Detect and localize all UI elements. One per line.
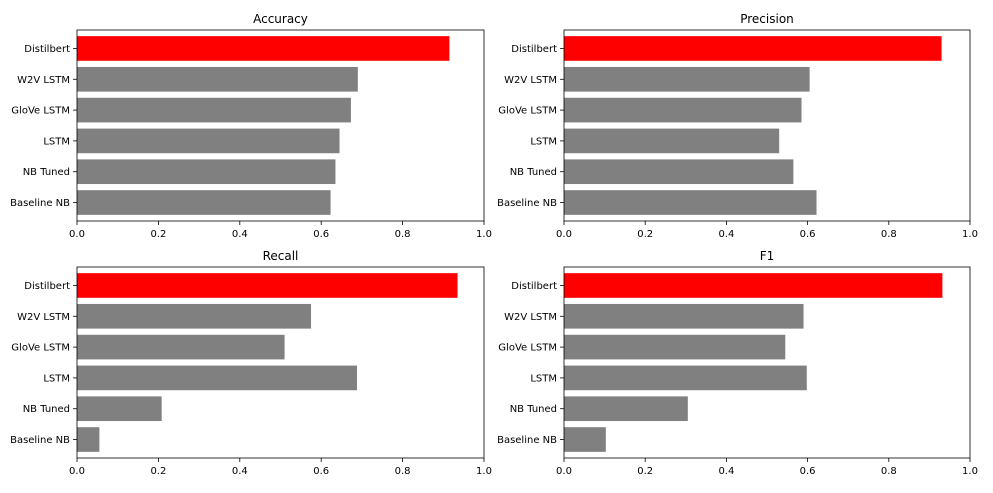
recall-bar-nb-tuned (77, 396, 162, 422)
accuracy-title: Accuracy (253, 12, 308, 26)
recall-bar-baseline-nb (77, 427, 100, 452)
precision-category-label: W2V LSTM (504, 75, 557, 86)
recall-axes-frame (76, 266, 485, 459)
precision-xtick-label: 0.4 (718, 229, 734, 240)
f1-bar-glove-lstm (564, 334, 786, 360)
accuracy-category-label: Distilbert (24, 44, 70, 55)
precision-xtick-label: 0.2 (637, 229, 653, 240)
recall-bar-distilbert (77, 273, 458, 298)
accuracy-bar-w2v-lstm (77, 66, 358, 92)
accuracy-xtick-label: 0.8 (395, 229, 411, 240)
accuracy-category-label: NB Tuned (23, 167, 70, 178)
accuracy-category-label: W2V LSTM (17, 75, 70, 86)
precision-bar-baseline-nb (564, 190, 817, 215)
accuracy-bar-glove-lstm (77, 97, 351, 123)
recall-xtick-label: 0.8 (395, 466, 411, 477)
accuracy-category-label: GloVe LSTM (11, 106, 70, 117)
precision-axes-frame (563, 29, 971, 222)
accuracy-category-label: Baseline NB (10, 198, 70, 209)
accuracy-xtick-label: 0.6 (313, 229, 329, 240)
precision-title: Precision (740, 12, 794, 26)
precision-chart: Precision Distilbert W2V LSTM GloVe LSTM LST… (497, 12, 978, 240)
accuracy-axes-frame (76, 29, 485, 222)
recall-xtick-label: 0.4 (232, 466, 248, 477)
f1-category-label: Baseline NB (497, 435, 557, 446)
recall-title: Recall (263, 249, 299, 263)
f1-bar-w2v-lstm (564, 303, 804, 329)
accuracy-xtick-label: 1.0 (476, 229, 492, 240)
precision-category-label: GloVe LSTM (498, 106, 557, 117)
recall-bar-glove-lstm (77, 334, 285, 360)
f1-chart: F1 Distilbert W2V LSTM GloVe LSTM LSTM NB Tun… (497, 249, 978, 477)
f1-category-label: GloVe LSTM (498, 343, 557, 354)
accuracy-category-label: LSTM (43, 136, 70, 147)
recall-category-label: W2V LSTM (17, 312, 70, 323)
precision-bar-nb-tuned (564, 159, 794, 185)
f1-category-label: W2V LSTM (504, 312, 557, 323)
recall-xtick-label: 0.2 (150, 466, 166, 477)
f1-bar-nb-tuned (564, 396, 688, 422)
f1-xtick-label: 0.4 (718, 466, 734, 477)
f1-xtick-label: 1.0 (962, 466, 978, 477)
f1-bar-distilbert (564, 273, 943, 298)
f1-bar-baseline-nb (564, 427, 606, 452)
recall-chart: Recall Distilbert W2V LSTM GloVe LSTM LSTM NB… (10, 249, 492, 477)
recall-bar-lstm (77, 365, 358, 391)
precision-bar-w2v-lstm (564, 66, 810, 92)
f1-xtick-label: 0.8 (881, 466, 897, 477)
recall-category-label: NB Tuned (23, 404, 70, 415)
recall-xtick-label: 1.0 (476, 466, 492, 477)
precision-xtick-label: 0.6 (800, 229, 816, 240)
precision-category-label: NB Tuned (510, 167, 557, 178)
f1-xtick-label: 0.6 (800, 466, 816, 477)
f1-axes-frame (563, 266, 971, 459)
accuracy-xtick-label: 0.0 (69, 229, 85, 240)
precision-xtick-label: 0.8 (881, 229, 897, 240)
accuracy-bar-nb-tuned (77, 159, 336, 185)
accuracy-chart: Accuracy Distilbert W2V LSTM GloVe LSTM LSTM… (10, 12, 492, 240)
precision-xtick-label: 0.0 (556, 229, 572, 240)
f1-category-label: LSTM (530, 373, 557, 384)
precision-bar-glove-lstm (564, 97, 802, 123)
f1-xtick-label: 0.2 (637, 466, 653, 477)
precision-xtick-label: 1.0 (962, 229, 978, 240)
f1-bar-lstm (564, 365, 807, 391)
recall-category-label: GloVe LSTM (11, 343, 70, 354)
recall-bar-w2v-lstm (77, 303, 312, 329)
precision-category-label: Baseline NB (497, 198, 557, 209)
recall-category-label: Distilbert (24, 281, 70, 292)
recall-xtick-label: 0.6 (313, 466, 329, 477)
precision-bar-distilbert (564, 36, 942, 61)
accuracy-bar-distilbert (77, 36, 450, 61)
recall-category-label: Baseline NB (10, 435, 70, 446)
f1-title: F1 (760, 249, 775, 263)
f1-category-label: NB Tuned (510, 404, 557, 415)
accuracy-xtick-label: 0.2 (150, 229, 166, 240)
recall-xtick-label: 0.0 (69, 466, 85, 477)
f1-category-label: Distilbert (511, 281, 557, 292)
precision-category-label: LSTM (530, 136, 557, 147)
f1-xtick-label: 0.0 (556, 466, 572, 477)
accuracy-bar-baseline-nb (77, 190, 331, 215)
recall-category-label: LSTM (43, 373, 70, 384)
accuracy-bar-lstm (77, 128, 340, 154)
precision-bar-lstm (564, 128, 780, 154)
precision-category-label: Distilbert (511, 44, 557, 55)
accuracy-xtick-label: 0.4 (232, 229, 248, 240)
